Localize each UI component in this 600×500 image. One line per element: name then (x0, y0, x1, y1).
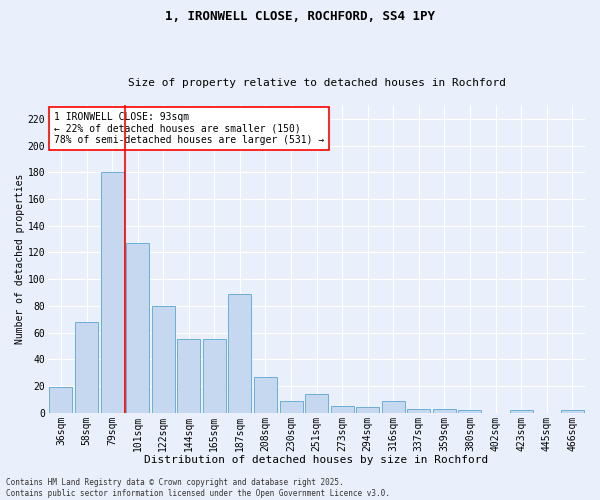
X-axis label: Distribution of detached houses by size in Rochford: Distribution of detached houses by size … (145, 455, 489, 465)
Bar (254, 376, 277, 413)
Bar (49, 388, 73, 413)
Text: 1, IRONWELL CLOSE, ROCHFORD, SS4 1PY: 1, IRONWELL CLOSE, ROCHFORD, SS4 1PY (165, 10, 435, 23)
Text: 1 IRONWELL CLOSE: 93sqm
← 22% of detached houses are smaller (150)
78% of semi-d: 1 IRONWELL CLOSE: 93sqm ← 22% of detache… (53, 112, 324, 145)
Text: Contains HM Land Registry data © Crown copyright and database right 2025.
Contai: Contains HM Land Registry data © Crown c… (6, 478, 390, 498)
Bar (152, 306, 175, 413)
Bar (101, 172, 124, 413)
Bar (561, 410, 584, 413)
Bar (126, 243, 149, 413)
Bar (331, 406, 353, 413)
Bar (305, 394, 328, 413)
Bar (177, 340, 200, 413)
Title: Size of property relative to detached houses in Rochford: Size of property relative to detached ho… (128, 78, 506, 88)
Bar (458, 410, 481, 413)
Bar (356, 408, 379, 413)
Bar (229, 294, 251, 413)
Bar (509, 410, 533, 413)
Bar (203, 340, 226, 413)
Y-axis label: Number of detached properties: Number of detached properties (15, 174, 25, 344)
Bar (433, 409, 456, 413)
Bar (382, 401, 405, 413)
Bar (280, 401, 302, 413)
Bar (75, 322, 98, 413)
Bar (407, 409, 430, 413)
